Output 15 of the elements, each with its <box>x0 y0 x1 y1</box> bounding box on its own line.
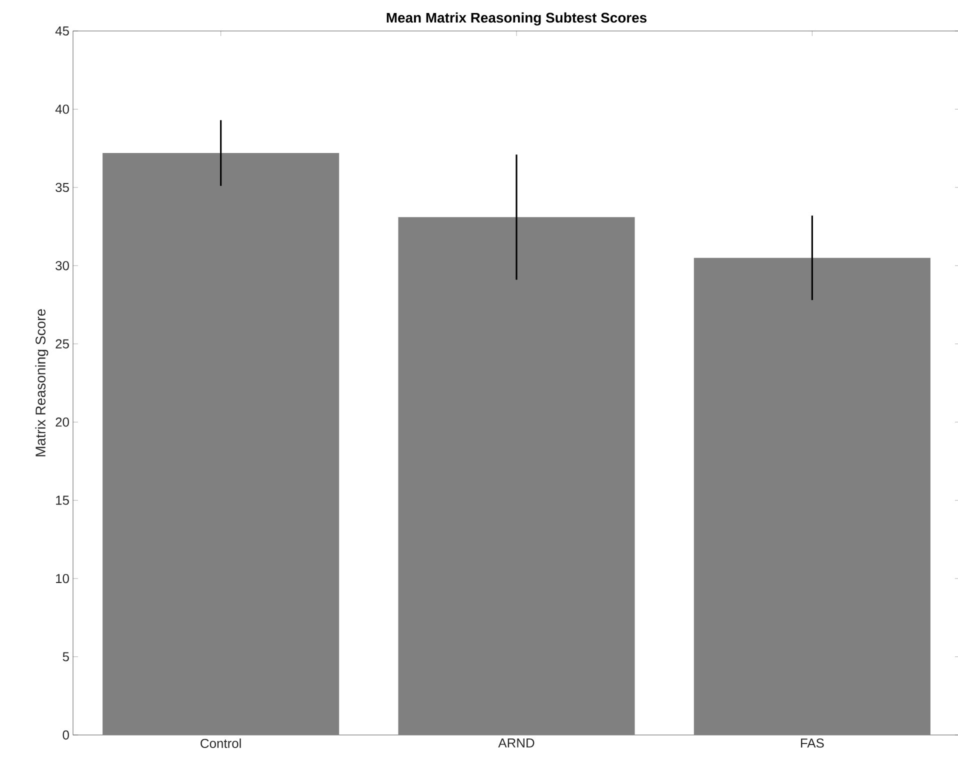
x-tick-label: FAS <box>801 738 824 748</box>
y-tick-label: 15 <box>56 496 69 505</box>
x-tick-label: Control <box>200 738 241 748</box>
y-tick-label: 35 <box>56 182 69 192</box>
y-tick-label: 25 <box>56 339 69 348</box>
y-tick-label: 45 <box>55 26 69 36</box>
y-axis-title: Matrix Reasoning Score <box>35 309 48 456</box>
x-tick-label: ARND <box>498 738 534 748</box>
y-tick-label: 20 <box>56 418 69 427</box>
y-tick-label: 30 <box>56 261 69 270</box>
y-tick-label: 40 <box>55 104 69 114</box>
y-tick-label: 10 <box>56 574 69 584</box>
y-tick-label: 5 <box>62 652 69 662</box>
chart-title: Mean Matrix Reasoning Subtest Scores <box>386 12 647 26</box>
y-tick-label: 0 <box>62 730 69 740</box>
